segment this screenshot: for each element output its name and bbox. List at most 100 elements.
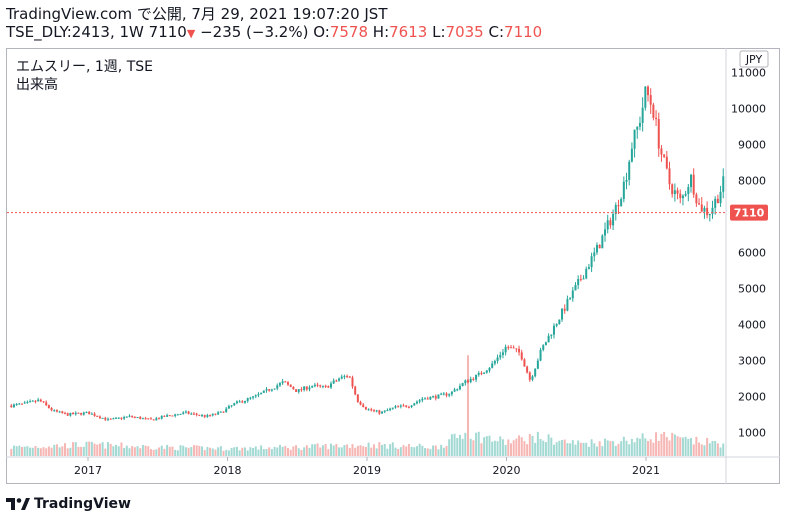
logo-text: TradingView [34, 496, 131, 512]
volume-bar [128, 448, 131, 456]
volume-bar [442, 447, 445, 456]
candle-body [477, 373, 480, 375]
volume-bar [90, 441, 93, 456]
candle-body [668, 168, 671, 185]
volume-bar [238, 450, 241, 456]
candle-body [316, 384, 319, 386]
candle-body [10, 405, 13, 408]
volume-bar [273, 446, 276, 456]
volume-bar [657, 440, 660, 456]
volume-bar [332, 445, 335, 456]
tradingview-logo[interactable]: TradingView [6, 494, 131, 514]
volume-bar [354, 447, 357, 456]
volume-bar [434, 445, 437, 456]
volume-bar [64, 443, 67, 456]
candle-body [184, 411, 187, 413]
candle-body [453, 389, 456, 392]
volume-bar [472, 440, 475, 456]
volume-bar [348, 448, 351, 456]
volume-bar [606, 440, 609, 456]
volume-bar [80, 446, 83, 456]
volume-bar [252, 447, 255, 456]
candle-body [222, 411, 225, 413]
volume-bar [415, 446, 418, 456]
candle-body [617, 205, 620, 207]
volume-bar [329, 443, 332, 456]
volume-bar [117, 446, 120, 456]
volume-bar [50, 447, 53, 456]
candle-body [604, 229, 607, 236]
volume-bar [268, 447, 271, 456]
candle-body [711, 207, 714, 215]
volume-bar [539, 438, 542, 456]
candle-body [628, 161, 631, 180]
candle-body [351, 377, 354, 387]
volume-bar [112, 446, 115, 456]
candle-body [644, 86, 647, 108]
volume-bar [660, 433, 663, 456]
volume-bar [711, 440, 714, 456]
candle-body [144, 418, 147, 420]
volume-bar [397, 449, 400, 456]
volume-bar [671, 432, 674, 456]
volume-bar [453, 433, 456, 456]
volume-bar [21, 447, 24, 456]
volume-bar [716, 443, 719, 456]
volume-bar [184, 447, 187, 456]
candle-body [292, 386, 295, 390]
candle-body [590, 256, 593, 268]
volume-bar [295, 445, 298, 456]
candle-body [209, 415, 212, 417]
candle-body [139, 417, 142, 419]
volume-bar [346, 444, 349, 456]
candle-body [354, 386, 357, 395]
candle-body [531, 376, 534, 380]
volume-bar [168, 446, 171, 456]
volume-bar [534, 442, 537, 456]
volume-bar [72, 442, 75, 456]
candle-body [469, 378, 472, 383]
volume-bar [289, 449, 292, 456]
volume-bar [684, 436, 687, 456]
volume-bar [39, 448, 42, 456]
volume-bar [222, 450, 225, 456]
volume-bar [445, 446, 448, 456]
volume-bar [518, 435, 521, 456]
volume-bar [687, 438, 690, 456]
volume-bar [488, 435, 491, 456]
volume-bar [601, 446, 604, 456]
volume-bar [681, 437, 684, 456]
candle-body [201, 415, 204, 417]
candle-body [598, 244, 601, 249]
candle-body [39, 399, 42, 402]
volume-bar [47, 446, 50, 456]
candle-body [23, 402, 26, 404]
candle-body [88, 411, 91, 415]
candle-body [364, 406, 367, 410]
volume-bar [141, 444, 144, 456]
volume-bar [176, 450, 179, 456]
candle-body [636, 126, 639, 130]
time-tick-label: 2017 [74, 464, 102, 477]
close-label: C: [488, 23, 505, 41]
volume-bar [649, 439, 652, 456]
volume-bar [464, 432, 467, 456]
volume-bar [410, 446, 413, 456]
candle-body [195, 413, 198, 415]
candle-body [410, 405, 413, 408]
volume-bar [281, 446, 284, 456]
candle-body [620, 198, 623, 207]
volume-bar [214, 449, 217, 456]
candle-body [123, 417, 126, 419]
volume-bar [96, 444, 99, 456]
candle-body [448, 394, 451, 396]
volume-bar [77, 446, 80, 456]
volume-bar [115, 444, 118, 456]
candle-body [579, 279, 582, 281]
volume-bar [42, 447, 45, 456]
candle-body [356, 394, 359, 402]
volume-bar [313, 444, 316, 456]
candle-body [300, 389, 303, 391]
candle-body [82, 412, 85, 415]
